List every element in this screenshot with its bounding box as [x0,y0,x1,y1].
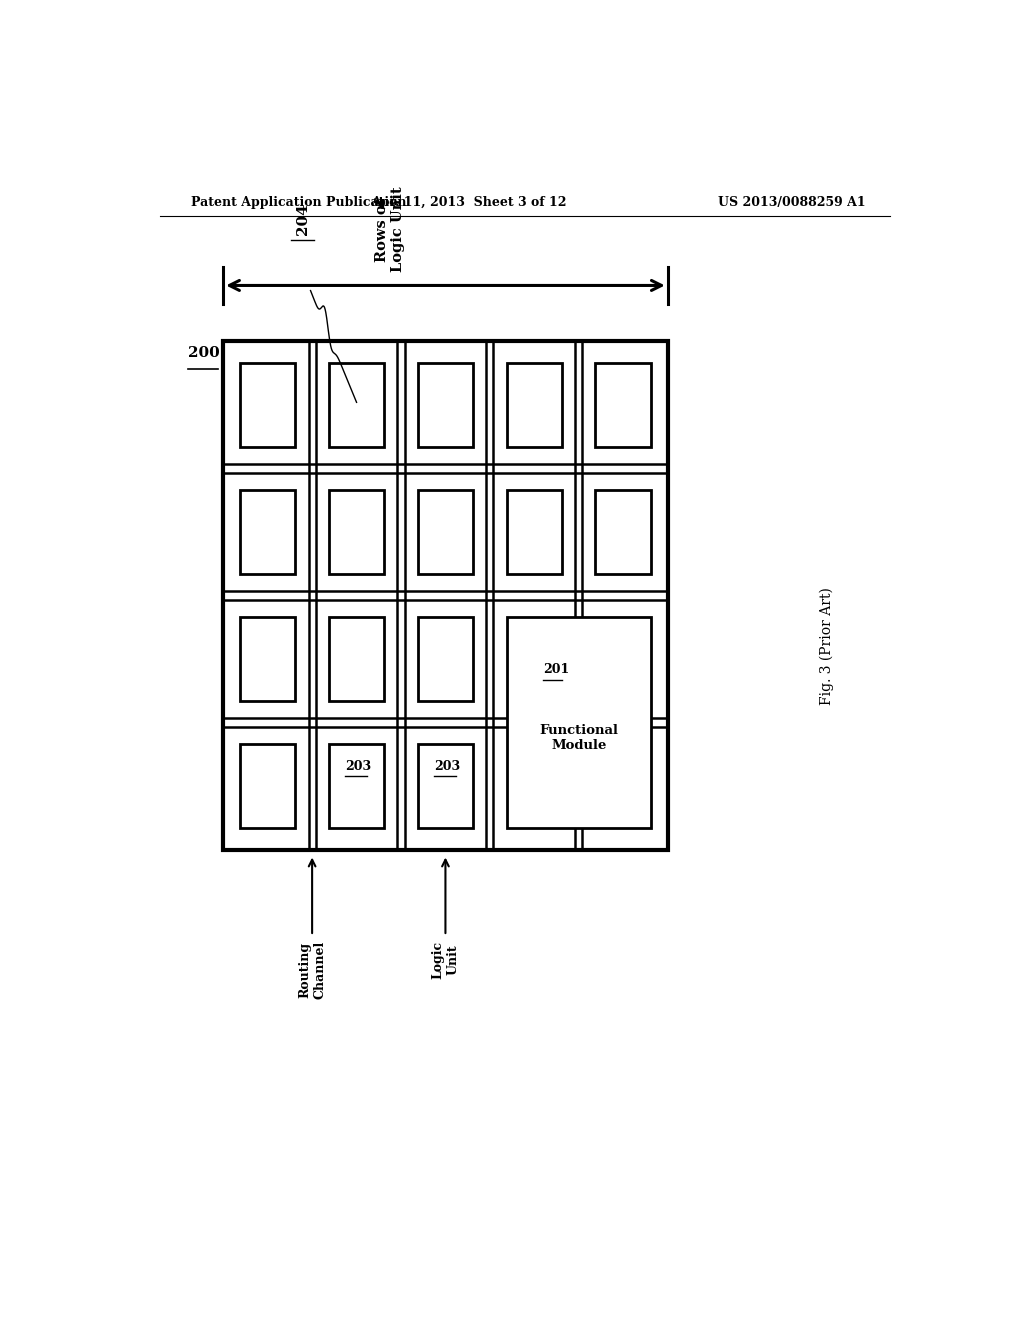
Bar [329,616,384,701]
Bar [240,616,296,701]
Bar [418,490,473,574]
Bar [223,342,668,850]
Bar [240,490,296,574]
Text: Apr. 11, 2013  Sheet 3 of 12: Apr. 11, 2013 Sheet 3 of 12 [372,195,567,209]
Bar [595,363,651,447]
Bar [329,363,384,447]
Bar [240,744,296,828]
Text: Rows of
Logic Unit: Rows of Logic Unit [375,186,404,272]
Text: 200: 200 [187,346,219,360]
Bar [418,363,473,447]
Bar [507,616,651,828]
Bar [329,490,384,574]
Text: 201: 201 [543,663,569,676]
Text: Fig. 3 (Prior Art): Fig. 3 (Prior Art) [819,587,834,705]
Text: 203: 203 [345,760,372,772]
Text: Logic
Unit: Logic Unit [431,941,460,979]
Bar [507,363,562,447]
Text: Routing
Channel: Routing Channel [298,941,326,999]
Bar [240,363,296,447]
Text: Patent Application Publication: Patent Application Publication [191,195,407,209]
Text: US 2013/0088259 A1: US 2013/0088259 A1 [719,195,866,209]
Text: 203: 203 [434,760,460,772]
Bar [418,744,473,828]
Bar [595,490,651,574]
Bar [329,744,384,828]
Bar [418,616,473,701]
Text: 204: 204 [296,203,309,235]
Text: Functional
Module: Functional Module [540,723,618,752]
Bar [507,490,562,574]
